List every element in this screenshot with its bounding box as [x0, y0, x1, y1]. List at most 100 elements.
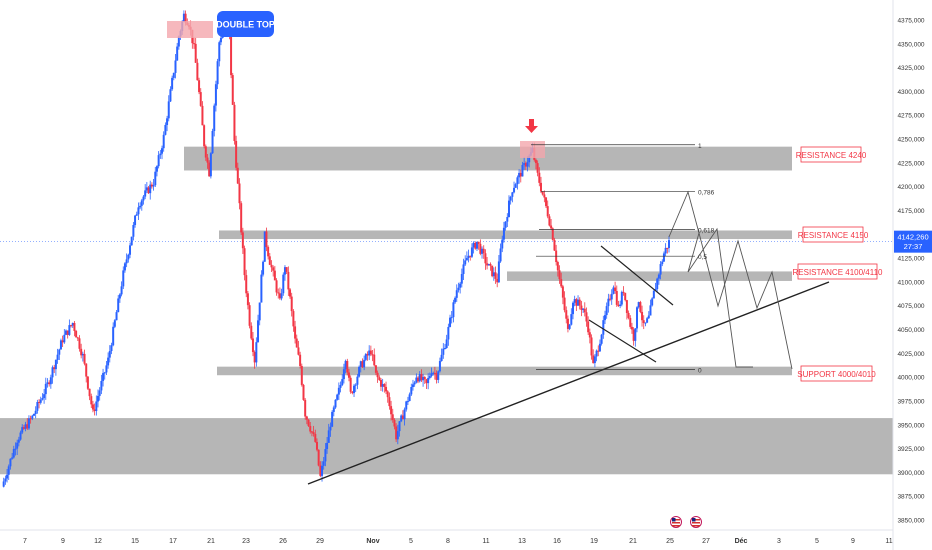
candle: [115, 310, 118, 321]
candle: [132, 221, 135, 241]
candle: [258, 302, 261, 326]
candle: [592, 349, 595, 364]
candle: [548, 214, 551, 227]
candle: [292, 309, 295, 332]
wedge-upper-line[interactable]: [600, 245, 674, 306]
candle: [149, 180, 152, 200]
candle: [605, 302, 608, 319]
candle: [48, 380, 51, 387]
candle: [19, 430, 22, 441]
candle: [536, 160, 539, 177]
resistance-4100-badge[interactable]: RESISTANCE 4100/4110: [793, 263, 884, 280]
candle: [17, 436, 20, 447]
candle: [464, 255, 467, 266]
candle: [342, 363, 345, 384]
resistance-4240-zone[interactable]: [184, 146, 792, 171]
candle: [435, 370, 438, 384]
candle: [172, 72, 175, 81]
wedge-lower-line[interactable]: [588, 319, 657, 363]
candle: [83, 349, 86, 366]
x-tick-label: 12: [94, 538, 102, 545]
x-tick-label: 25: [666, 538, 674, 545]
candle: [607, 293, 610, 313]
x-tick-label: 13: [518, 538, 526, 545]
candle: [9, 458, 12, 470]
candle: [561, 284, 564, 305]
candle: [265, 227, 268, 252]
candle: [51, 365, 54, 384]
candle: [152, 179, 155, 191]
candle: [507, 195, 510, 218]
candle: [417, 376, 420, 384]
trendline-support[interactable]: [307, 281, 830, 485]
candle: [98, 387, 101, 401]
candle: [587, 316, 590, 335]
candle: [487, 263, 490, 266]
candle: [580, 300, 583, 317]
current-price-value: 4142,260: [897, 233, 928, 242]
candle: [624, 292, 627, 302]
candle: [282, 272, 285, 296]
candle: [390, 400, 393, 421]
candle: [214, 80, 217, 112]
candle: [294, 320, 297, 344]
candle: [243, 245, 246, 281]
candle: [95, 395, 98, 416]
y-tick-label: 4300,000: [897, 89, 924, 96]
candle: [100, 374, 103, 395]
resistance-4100-zone[interactable]: [507, 271, 792, 281]
candle: [142, 195, 145, 205]
candle: [33, 413, 36, 417]
lower-demand-zone[interactable]: [0, 418, 893, 475]
candle: [29, 415, 32, 424]
candle: [262, 260, 265, 277]
candle: [427, 373, 430, 390]
y-tick-label: 4175,000: [897, 208, 924, 215]
price-scale[interactable]: 4375,000 4350,000 4325,000 4300,000 4275,000…: [892, 0, 932, 550]
support-4000-badge[interactable]: SUPPORT 4000/4010: [797, 365, 876, 382]
candle: [615, 285, 618, 307]
candle: [199, 88, 202, 107]
resistance-4150-badge[interactable]: RESISTANCE 4150: [798, 226, 869, 243]
candle: [492, 267, 495, 281]
candle: [255, 337, 258, 367]
time-scale[interactable]: 7 9 12 15 17 21 23 26 29 Nov 5 8 11 13 16 19 21 25 27 Déc 3 5…: [0, 529, 893, 545]
candle: [272, 265, 275, 277]
candle: [386, 390, 389, 403]
resistance-4240-badge[interactable]: RESISTANCE 4240: [796, 146, 867, 163]
candle: [76, 336, 79, 342]
candle: [196, 58, 199, 81]
projection-path-2[interactable]: [698, 232, 793, 370]
current-price-tag: 4142,260 27:37: [894, 230, 932, 253]
candle: [627, 310, 630, 320]
candle: [652, 290, 655, 299]
resistance-4150-zone[interactable]: [219, 230, 792, 240]
us-flag-event-icon-2[interactable]: [690, 516, 702, 528]
candle: [578, 297, 581, 310]
candle: [610, 289, 613, 305]
candle: [22, 424, 25, 430]
candle: [157, 151, 160, 169]
candle: [378, 375, 381, 382]
candle: [302, 383, 305, 401]
candle: [383, 383, 386, 393]
candle: [193, 37, 196, 49]
fib-level-label: 0,618: [698, 228, 715, 235]
candle: [403, 407, 406, 426]
y-tick-label: 4225,000: [897, 160, 924, 167]
candle: [524, 161, 527, 170]
projection-path-1[interactable]: [668, 190, 753, 368]
candle: [356, 373, 359, 390]
double-top-badge[interactable]: DOUBLE TOP: [216, 11, 275, 37]
candle: [174, 53, 177, 79]
candle: [634, 328, 637, 347]
candle: [206, 154, 209, 169]
candle: [553, 237, 556, 251]
candle: [240, 201, 243, 235]
candle: [97, 389, 100, 408]
support-4000-zone[interactable]: [217, 366, 792, 376]
x-tick-label: 11: [885, 538, 892, 545]
candle: [310, 430, 313, 437]
us-flag-event-icon[interactable]: [670, 516, 682, 528]
